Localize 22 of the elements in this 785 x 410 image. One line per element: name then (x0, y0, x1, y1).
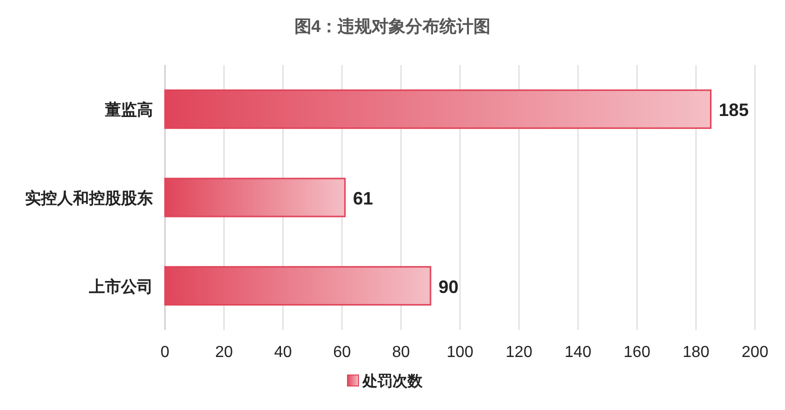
data-label: 61 (352, 188, 373, 208)
data-label: 185 (718, 100, 749, 120)
x-tick-label: 140 (564, 344, 592, 361)
bar (164, 266, 432, 306)
x-tick-label: 0 (160, 344, 170, 361)
x-tick-label: 80 (392, 344, 410, 361)
x-tick-label: 200 (742, 344, 768, 361)
x-tick-label: 160 (624, 344, 650, 361)
x-tick-label: 60 (333, 344, 351, 361)
x-tick-label: 180 (682, 344, 710, 361)
x-tick-label: 100 (446, 344, 474, 361)
y-tick-label: 上市公司 (88, 278, 153, 296)
x-tick-label: 40 (274, 344, 292, 361)
legend-label: 处罚次数 (362, 373, 424, 390)
bar (164, 178, 346, 218)
y-tick-label: 董监高 (104, 100, 153, 120)
x-tick-label: 120 (506, 344, 532, 361)
x-tick-label: 20 (215, 344, 233, 361)
bar (164, 89, 712, 129)
chart-title: 图4：违规对象分布统计图 (294, 17, 491, 36)
y-tick-label: 实控人和控股股东 (25, 190, 153, 208)
data-label: 90 (438, 276, 459, 297)
